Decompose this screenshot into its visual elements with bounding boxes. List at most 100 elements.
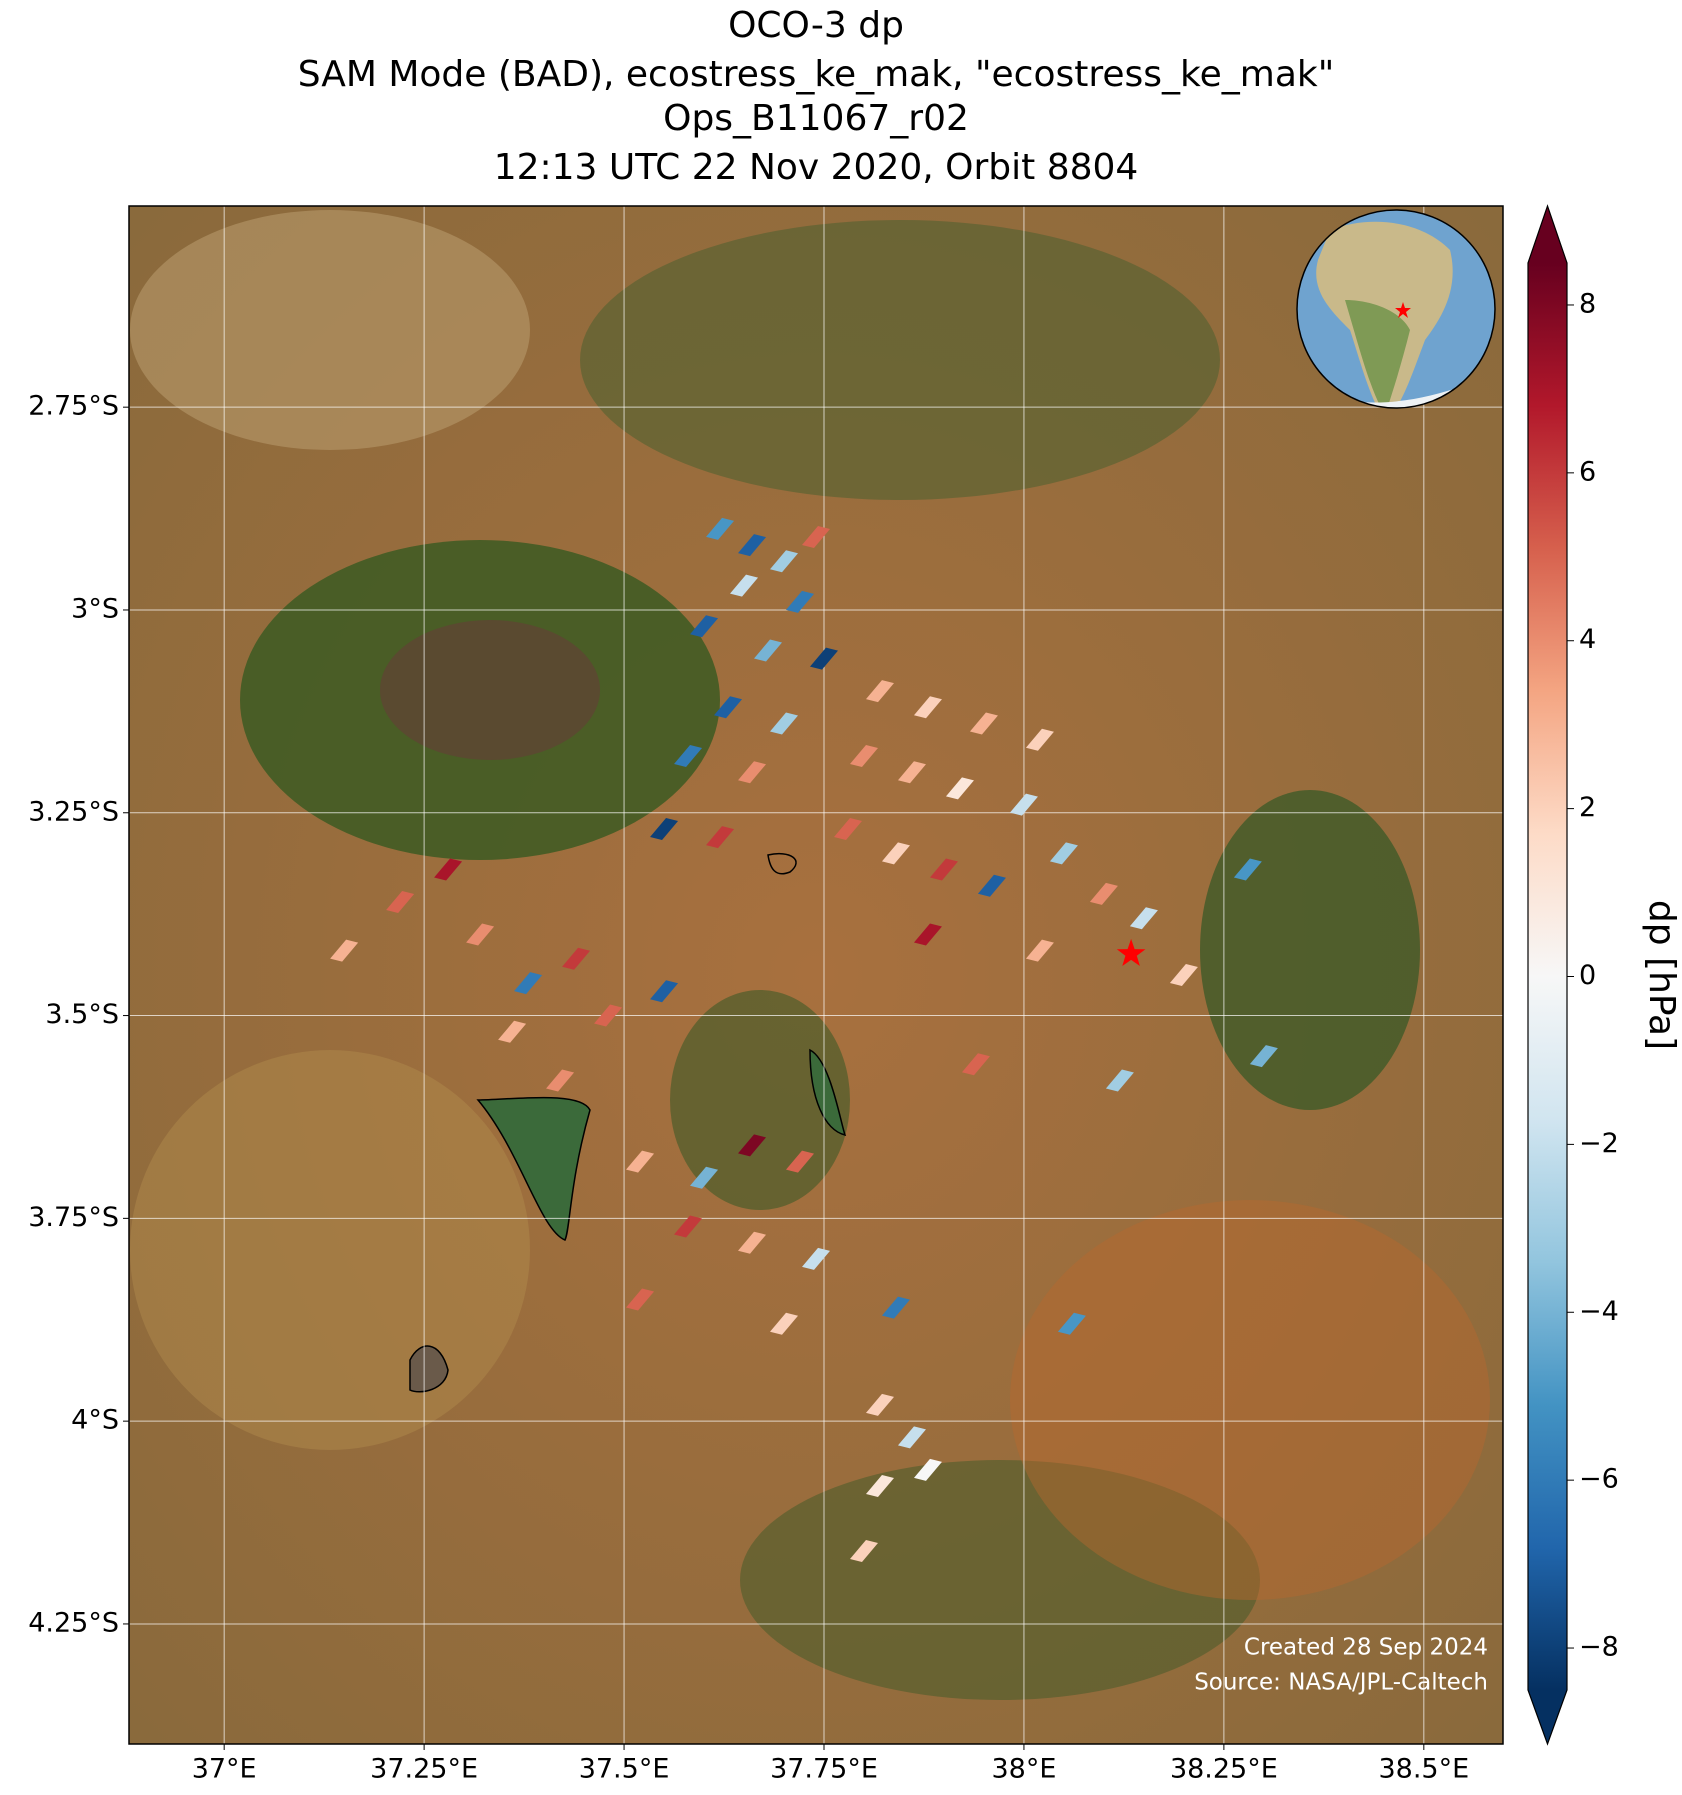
sounding xyxy=(466,923,495,946)
sounding xyxy=(770,1312,799,1335)
colorbar-tick-label: 0 xyxy=(1579,960,1596,991)
sounding xyxy=(626,1288,655,1311)
y-tick-label: 3.25°S xyxy=(28,796,119,827)
basemap xyxy=(129,206,1503,1744)
sounding xyxy=(913,1458,942,1481)
sounding xyxy=(786,1150,815,1173)
sounding xyxy=(714,696,743,719)
sounding xyxy=(770,550,799,573)
sounding xyxy=(706,517,735,540)
sounding xyxy=(650,817,679,840)
sounding xyxy=(562,947,591,970)
credit: Source: NASA/JPL-Caltech xyxy=(1194,1670,1488,1696)
sounding xyxy=(865,680,894,703)
sounding xyxy=(690,1166,719,1189)
title-line: Ops_B11067_r02 xyxy=(663,98,969,139)
sounding xyxy=(961,1053,990,1076)
sounding xyxy=(434,858,463,881)
sounding xyxy=(690,615,719,638)
sounding xyxy=(1105,1069,1134,1092)
y-tick-label: 4°S xyxy=(71,1405,119,1436)
colorbar-label: dp [hPa] xyxy=(1641,900,1682,1050)
x-tick-label: 37°E xyxy=(192,1754,257,1785)
y-tick-label: 3.75°S xyxy=(28,1202,119,1233)
site-marker xyxy=(1116,938,1146,966)
x-tick-label: 38.5°E xyxy=(1378,1754,1469,1785)
sounding xyxy=(594,1004,623,1027)
sounding xyxy=(1249,1045,1278,1068)
sounding xyxy=(330,939,359,962)
sounding xyxy=(969,712,998,735)
colorbar-tick-label: 8 xyxy=(1579,288,1596,319)
sounding xyxy=(802,525,830,548)
sounding xyxy=(1009,793,1038,816)
colorbar-tick-label: 4 xyxy=(1579,624,1596,655)
sounding xyxy=(754,639,783,662)
sounding xyxy=(977,874,1006,897)
sounding xyxy=(738,534,767,557)
sounding xyxy=(786,590,815,613)
sounding xyxy=(897,1426,926,1449)
sounding xyxy=(945,777,974,800)
sounding xyxy=(1025,939,1054,962)
x-tick-label: 37.25°E xyxy=(370,1754,478,1785)
sounding xyxy=(1049,842,1078,865)
globe-site xyxy=(1395,302,1411,318)
x-tick-label: 37.75°E xyxy=(770,1754,878,1785)
sounding xyxy=(650,980,679,1003)
sounding xyxy=(881,1296,910,1319)
sounding xyxy=(1057,1312,1086,1335)
title-line: 12:13 UTC 22 Nov 2020, Orbit 8804 xyxy=(494,147,1139,188)
sounding xyxy=(833,817,862,840)
colorbar-body xyxy=(1528,263,1567,1690)
sounding xyxy=(626,1150,655,1173)
sounding xyxy=(849,1539,878,1562)
sounding xyxy=(802,1247,830,1270)
y-tick-label: 4.25°S xyxy=(28,1607,119,1638)
sounding xyxy=(865,1475,894,1498)
colorbar-extend xyxy=(1528,206,1567,263)
colorbar-tick-label: −8 xyxy=(1579,1632,1619,1663)
title-line: SAM Mode (BAD), ecostress_ke_mak, "ecost… xyxy=(298,54,1335,95)
sounding xyxy=(897,761,926,784)
colorbar-tick-label: −6 xyxy=(1579,1464,1619,1495)
sounding xyxy=(865,1393,894,1416)
sounding xyxy=(913,923,942,946)
map-frame xyxy=(128,205,1504,1745)
sounding xyxy=(706,826,735,849)
sounding xyxy=(770,712,799,735)
sounding xyxy=(738,1134,767,1157)
colorbar-tick-label: 6 xyxy=(1579,456,1596,487)
y-tick-label: 3.5°S xyxy=(45,999,119,1030)
sounding xyxy=(546,1069,575,1092)
x-tick-label: 37.5°E xyxy=(579,1754,670,1785)
sounding xyxy=(730,574,759,597)
globe-inset xyxy=(1296,209,1496,409)
x-tick-label: 38.25°E xyxy=(1170,1754,1278,1785)
sounding xyxy=(1233,858,1262,881)
sounding xyxy=(849,744,878,767)
sounding xyxy=(1169,964,1198,986)
y-tick-label: 2.75°S xyxy=(28,391,119,422)
sounding xyxy=(386,890,415,913)
sounding xyxy=(498,1020,527,1043)
colorbar-tick-label: −4 xyxy=(1579,1296,1619,1327)
sounding xyxy=(738,761,767,784)
sounding xyxy=(514,972,543,995)
y-tick-label: 3°S xyxy=(71,593,119,624)
colorbar-extend xyxy=(1528,1690,1567,1744)
sounding xyxy=(881,842,910,865)
sounding xyxy=(913,696,942,719)
sounding xyxy=(674,1215,703,1238)
title-line: OCO-3 dp xyxy=(728,5,904,46)
colorbar-frame xyxy=(1527,204,1568,1746)
sounding xyxy=(1089,882,1118,905)
sounding xyxy=(1025,728,1054,751)
sounding xyxy=(674,744,703,767)
credit: Created 28 Sep 2024 xyxy=(1244,1635,1488,1661)
colorbar-tick-label: −2 xyxy=(1579,1128,1619,1159)
sounding xyxy=(809,647,838,670)
sounding xyxy=(738,1231,767,1254)
colorbar-tick-label: 2 xyxy=(1579,792,1596,823)
